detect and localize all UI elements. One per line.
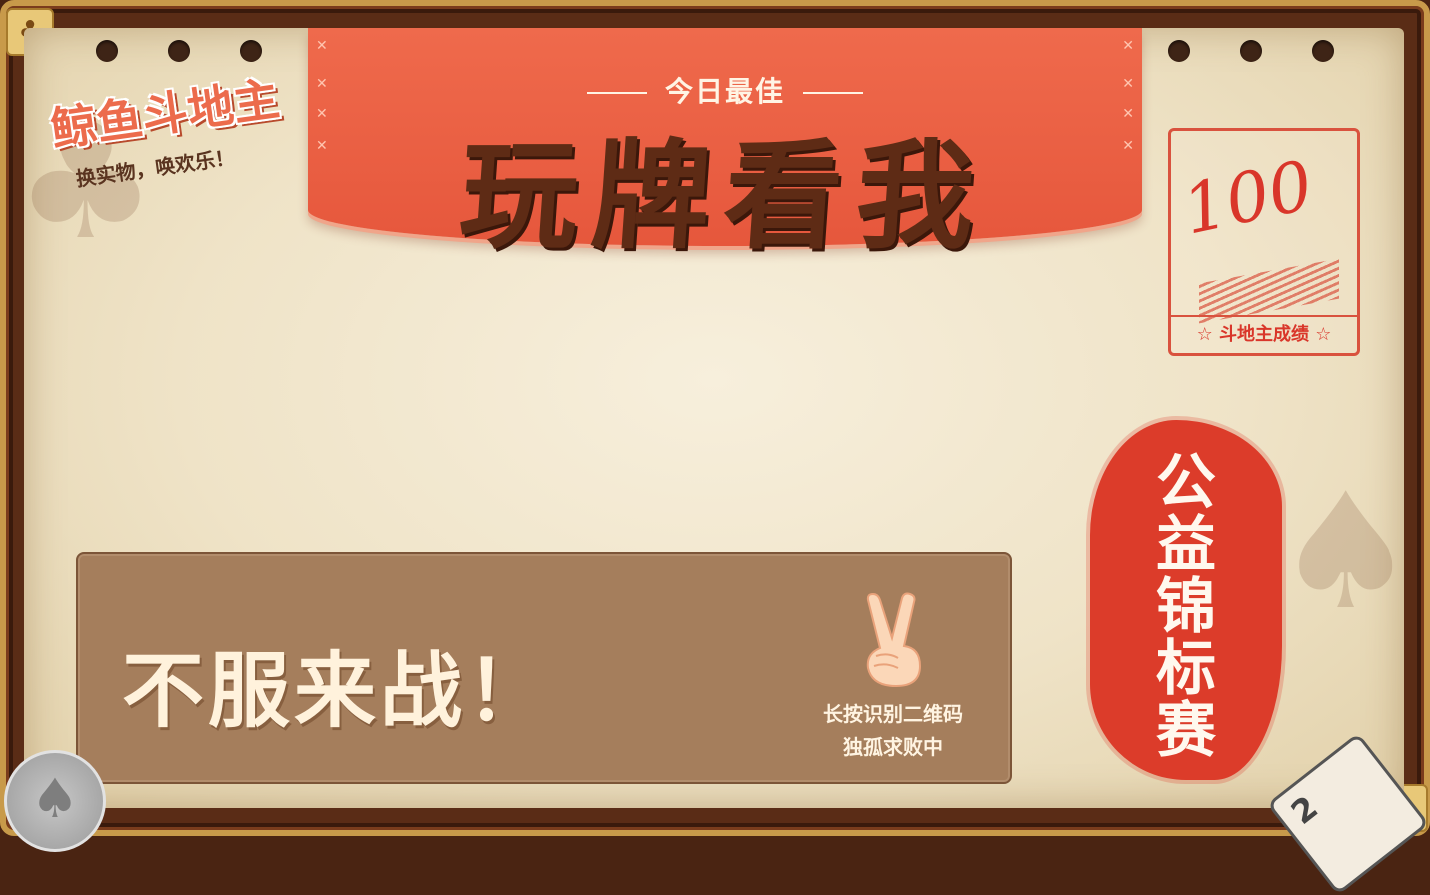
- binder-hole: [1240, 40, 1262, 62]
- banner-headline: 玩牌看我: [455, 126, 994, 265]
- title-banner: ✕ ✕ ✕ ✕ ✕ ✕ ✕ ✕ 今日最佳 玩牌看我: [308, 28, 1142, 265]
- binder-hole: [1168, 40, 1190, 62]
- score-caption: ☆ 斗地主成绩 ☆: [1171, 315, 1357, 353]
- spade-watermark-icon: ♠: [1274, 458, 1404, 645]
- card-rank: 2: [1283, 788, 1325, 832]
- tournament-seal: 公益锦标赛: [1090, 420, 1282, 780]
- score-value: 100: [1176, 146, 1320, 251]
- spade-watermark-icon: ♣: [24, 88, 158, 275]
- seal-text: 公益锦标赛: [1156, 448, 1216, 766]
- victory-hand-icon: [866, 592, 922, 688]
- binder-hole: [240, 40, 262, 62]
- binder-hole: [1312, 40, 1334, 62]
- score-underline: [1199, 258, 1339, 324]
- binder-hole: [168, 40, 190, 62]
- qr-line-2: 独孤求败中: [843, 735, 943, 759]
- challenge-text: 不服来战！: [122, 643, 553, 739]
- qr-line-1: 长按识别二维码: [823, 702, 963, 726]
- binder-hole: [96, 40, 118, 62]
- qr-instructions: 长按识别二维码 独孤求败中: [798, 698, 988, 764]
- challenge-panel: 不服来战！ 长按识别二维码 独孤求败中: [76, 552, 1012, 784]
- score-stamp: 100 ☆ 斗地主成绩 ☆: [1168, 128, 1360, 356]
- banner-subtitle: 今日最佳: [308, 70, 1142, 110]
- spade-coin-icon: ♠: [4, 750, 106, 852]
